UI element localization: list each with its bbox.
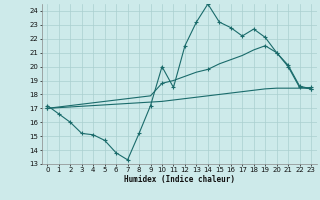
X-axis label: Humidex (Indice chaleur): Humidex (Indice chaleur) (124, 175, 235, 184)
